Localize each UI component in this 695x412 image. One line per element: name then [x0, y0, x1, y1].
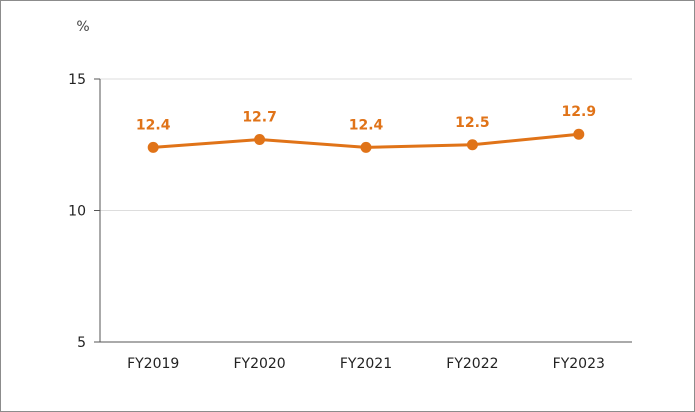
data-label: 12.4	[136, 117, 171, 133]
data-label: 12.5	[455, 115, 490, 131]
data-point	[360, 141, 372, 153]
y-tick-label: 5	[77, 335, 86, 351]
x-tick-label: FY2019	[127, 356, 179, 372]
data-labels: 12.4 12.7 12.4 12.5 12.9	[136, 104, 596, 133]
gridlines	[94, 78, 632, 343]
data-point	[254, 133, 266, 145]
x-tick-label: FY2021	[340, 356, 392, 372]
x-tick-labels: FY2019 FY2020 FY2021 FY2022 FY2023	[127, 356, 605, 372]
data-points	[147, 128, 585, 153]
data-point	[573, 128, 585, 140]
x-tick-label: FY2023	[553, 356, 605, 372]
x-tick-label: FY2020	[233, 356, 285, 372]
y-tick-label: 10	[68, 204, 86, 220]
data-point	[147, 141, 159, 153]
data-label: 12.9	[562, 104, 597, 120]
data-label: 12.4	[349, 117, 384, 133]
data-point	[466, 139, 478, 151]
y-tick-labels: 5 10 15	[68, 72, 86, 351]
data-label: 12.7	[242, 109, 277, 125]
x-tick-label: FY2022	[446, 356, 498, 372]
y-unit-label: %	[76, 19, 89, 35]
y-tick-label: 15	[68, 72, 86, 88]
